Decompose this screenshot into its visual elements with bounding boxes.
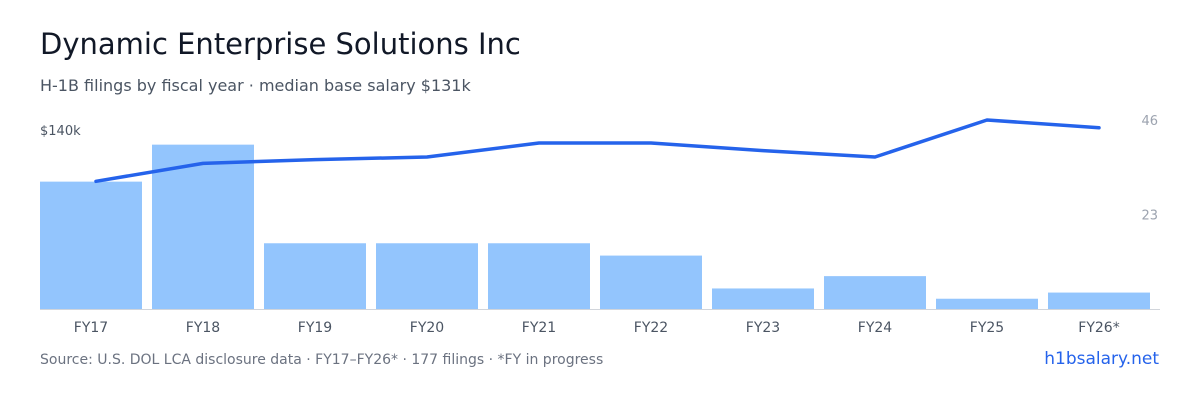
x-tick-label: FY25 bbox=[970, 320, 1004, 336]
right-axis-tick-label: 46 bbox=[1141, 114, 1158, 129]
x-tick-label: FY23 bbox=[746, 320, 780, 336]
left-axis-tick-label: $140k bbox=[40, 124, 81, 139]
bar-fy24 bbox=[824, 276, 926, 309]
x-tick-label: FY26* bbox=[1078, 320, 1119, 336]
bar-fy20 bbox=[376, 243, 478, 309]
salary-line bbox=[94, 118, 1101, 184]
right-axis-tick-label: 23 bbox=[1141, 209, 1158, 224]
chart-subtitle: H-1B filings by fiscal year · median bas… bbox=[40, 76, 471, 95]
source-note: Source: U.S. DOL LCA disclosure data · F… bbox=[40, 352, 604, 368]
x-tick-label: FY17 bbox=[74, 320, 108, 336]
x-tick-label: FY18 bbox=[186, 320, 220, 336]
bar-fy19 bbox=[264, 243, 366, 309]
bar-group bbox=[40, 144, 1150, 309]
bar-fy26-partial bbox=[1048, 292, 1150, 309]
bar-fy25 bbox=[936, 298, 1038, 309]
brand-link[interactable]: h1bsalary.net bbox=[1044, 349, 1159, 369]
x-tick-label: FY20 bbox=[410, 320, 444, 336]
left-axis-ticks: $140k bbox=[40, 124, 81, 139]
category-labels: FY17 FY18 FY19 FY20 FY21 FY22 FY23 FY24 FY25 FY26… bbox=[74, 320, 1120, 336]
x-tick-label: FY19 bbox=[298, 320, 332, 336]
chart-title: Dynamic Enterprise Solutions Inc bbox=[40, 27, 521, 61]
bar-fy17 bbox=[40, 181, 142, 309]
bar-fy23 bbox=[712, 288, 814, 309]
bar-fy18 bbox=[152, 144, 254, 309]
x-tick-label: FY21 bbox=[522, 320, 556, 336]
x-tick-label: FY22 bbox=[634, 320, 668, 336]
x-tick-label: FY24 bbox=[858, 320, 893, 336]
bar-fy22 bbox=[600, 255, 702, 309]
right-axis-ticks: 46 23 bbox=[1141, 114, 1158, 224]
bar-fy21 bbox=[488, 243, 590, 309]
